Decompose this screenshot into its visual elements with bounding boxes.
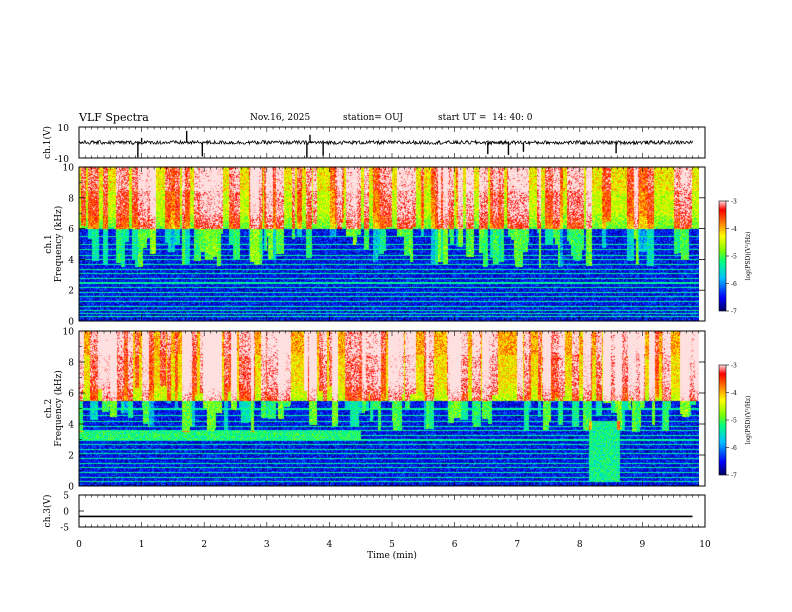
colorbar-tick-label: -5 bbox=[731, 418, 737, 425]
colorbar-tick-label: -6 bbox=[731, 281, 737, 288]
x-tick-label: 6 bbox=[452, 540, 458, 550]
colorbar-label-ch2: log(PSD)(V²/Hz) bbox=[745, 396, 752, 445]
x-tick-label: 4 bbox=[327, 540, 333, 550]
ch1-trace bbox=[78, 139, 693, 146]
station-label: station= OUJ bbox=[343, 113, 404, 123]
y-tick-label: 0 bbox=[63, 508, 69, 518]
colorbar-label-ch1: log(PSD)(V²/Hz) bbox=[745, 232, 752, 281]
y-tick-label: -5 bbox=[60, 524, 69, 534]
channel-label-ch2: ch.2 bbox=[44, 399, 54, 418]
y-tick-label: 2 bbox=[68, 287, 74, 297]
colorbar-tick-label: -5 bbox=[731, 254, 737, 261]
y-tick-label: 8 bbox=[68, 359, 74, 369]
y-axis-label-ch1-waveform: ch.1(V) bbox=[42, 126, 53, 159]
colorbar-tick-label: -4 bbox=[731, 390, 737, 397]
colorbar-tick-label: -7 bbox=[731, 473, 737, 480]
start-time-label: start UT = 14: 40: 0 bbox=[438, 113, 533, 123]
x-tick-label: 0 bbox=[76, 540, 82, 550]
x-tick-label: 7 bbox=[514, 540, 520, 550]
x-tick-label: 2 bbox=[201, 540, 207, 550]
y-tick-label: 6 bbox=[68, 225, 74, 235]
figure-title: VLF Spectra bbox=[79, 111, 149, 124]
colorbar-tick-label: -4 bbox=[731, 226, 737, 233]
y-tick-label: 2 bbox=[68, 452, 74, 462]
y-axis-label-ch2: Frequency (kHz) bbox=[53, 370, 64, 447]
x-tick-label: 1 bbox=[139, 540, 145, 550]
colorbar-tick-label: -3 bbox=[731, 199, 737, 206]
x-tick-label: 5 bbox=[389, 540, 395, 550]
x-axis-label: Time (min) bbox=[367, 550, 417, 561]
y-tick-label: 8 bbox=[68, 194, 74, 204]
colorbar-tick-label: -3 bbox=[731, 363, 737, 370]
y-tick-label: 4 bbox=[68, 256, 74, 266]
colorbar-ch1 bbox=[718, 200, 727, 312]
colorbar-ch2 bbox=[718, 364, 727, 476]
y-tick-label: 0 bbox=[68, 483, 74, 493]
y-tick-label: 10 bbox=[63, 328, 75, 338]
spectrogram-image-ch2 bbox=[79, 331, 699, 486]
channel-label-ch1: ch.1 bbox=[44, 234, 54, 253]
y-tick-label: 6 bbox=[68, 390, 74, 400]
y-tick-label: 5 bbox=[63, 492, 69, 502]
y-tick-label: 10 bbox=[58, 124, 70, 134]
y-tick-label: 0 bbox=[68, 318, 74, 328]
date-label: Nov.16, 2025 bbox=[250, 113, 311, 123]
y-tick-label: 10 bbox=[63, 164, 75, 174]
colorbar-tick-label: -7 bbox=[731, 309, 737, 316]
y-axis-label-ch1: Frequency (kHz) bbox=[53, 206, 64, 283]
x-tick-label: 3 bbox=[264, 540, 270, 550]
spectrogram-image-ch1 bbox=[79, 167, 699, 321]
x-tick-label: 10 bbox=[699, 540, 711, 550]
x-tick-label: 8 bbox=[577, 540, 583, 550]
x-tick-label: 9 bbox=[640, 540, 646, 550]
y-tick-label: 4 bbox=[68, 421, 74, 431]
y-axis-label-ch3-waveform: ch.3(V) bbox=[42, 495, 53, 528]
colorbar-tick-label: -6 bbox=[731, 445, 737, 452]
y-tick-label: -10 bbox=[55, 155, 70, 165]
